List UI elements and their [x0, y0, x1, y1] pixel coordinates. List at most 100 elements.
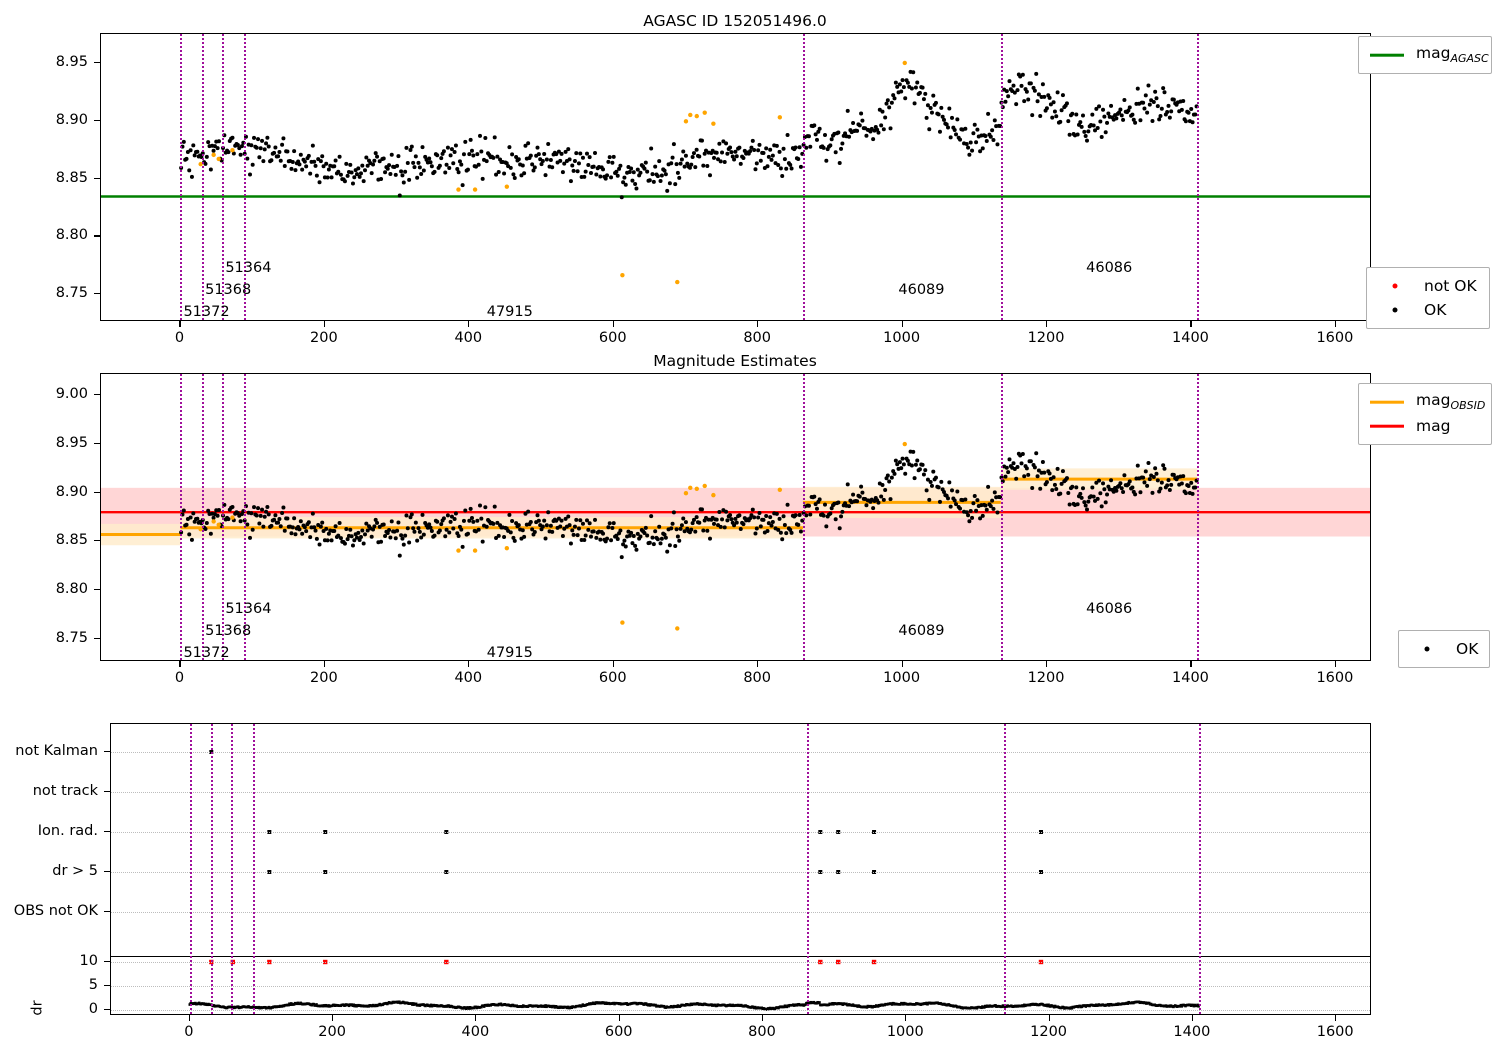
legend-sub-obsid: OBSID — [1450, 399, 1486, 413]
flag-row-tick — [104, 831, 110, 833]
y-tick-mark — [94, 637, 100, 639]
y-tick-mark — [94, 443, 100, 445]
legend-ok-panel2[interactable]: OK — [1398, 630, 1490, 668]
obsid-label: 46089 — [898, 623, 945, 639]
y-tick-label: 8.85 — [55, 169, 88, 186]
y-tick-label: 9.00 — [55, 386, 88, 403]
obsid-label: 46086 — [1086, 601, 1133, 617]
x-tick-label: 200 — [310, 670, 338, 686]
obsid-divider-line — [211, 724, 214, 1014]
flag-row-tick — [104, 871, 110, 873]
x-tick-mark — [1335, 1015, 1337, 1021]
flag-row-label: not Kalman — [15, 743, 98, 759]
flag-gridline — [111, 752, 1370, 753]
y-tick-label: 8.80 — [55, 227, 88, 244]
y-tick-label: 8.90 — [55, 111, 88, 128]
legend-mag-lines-panel2[interactable]: magOBSID mag — [1358, 383, 1492, 445]
x-tick-label: 1400 — [1173, 1024, 1211, 1040]
obsid-divider-line — [180, 374, 183, 660]
x-tick-mark — [323, 321, 325, 327]
legend-label-ok-panel2: OK — [1456, 640, 1479, 658]
panel-magnitude-agasc — [100, 33, 1371, 321]
x-tick-label: 800 — [743, 670, 771, 686]
x-tick-mark — [179, 661, 181, 667]
legend-item-mag[interactable]: mag — [1368, 414, 1482, 438]
obsid-divider-line — [180, 34, 183, 320]
panel-status-flags — [110, 723, 1371, 1015]
obsid-label: 51364 — [225, 601, 272, 617]
obsid-divider-line — [1000, 374, 1003, 660]
x-tick-label: 0 — [174, 670, 185, 686]
legend-ok-notok-panel1[interactable]: not OK OK — [1366, 267, 1490, 329]
x-tick-label: 1200 — [1030, 1024, 1068, 1040]
x-tick-label: 400 — [461, 1024, 490, 1040]
y-tick-mark — [94, 119, 100, 121]
x-tick-mark — [332, 1015, 334, 1021]
dr-tick-mark — [104, 961, 110, 963]
obsid-divider-line — [802, 374, 805, 660]
legend-sub-agasc: AGASC — [1450, 52, 1489, 66]
x-tick-label: 0 — [174, 330, 185, 346]
x-tick-label: 800 — [748, 1024, 776, 1040]
x-tick-mark — [475, 1015, 477, 1021]
legend-label-mag: mag — [1416, 417, 1451, 435]
x-tick-mark — [1048, 1015, 1050, 1021]
y-tick-mark — [94, 589, 100, 591]
x-tick-mark — [761, 1015, 764, 1021]
y-tick-label: 8.85 — [55, 532, 88, 549]
x-tick-label: 1200 — [1027, 670, 1065, 686]
obsid-divider-line — [1000, 34, 1003, 320]
panel3-dr-axis-label: dr — [29, 1000, 46, 1016]
x-tick-label: 400 — [454, 330, 483, 346]
x-tick-mark — [757, 661, 759, 667]
x-tick-label: 600 — [598, 670, 627, 686]
obsid-divider-line — [807, 724, 810, 1014]
dr-tick-label: 10 — [79, 953, 98, 969]
legend-item-ok-panel2[interactable]: OK — [1408, 637, 1480, 661]
flag-gridline — [111, 912, 1370, 913]
x-tick-mark — [612, 661, 614, 667]
legend-item-not-ok[interactable]: not OK — [1376, 274, 1480, 298]
red-line-icon — [1368, 414, 1406, 438]
dr-tick-mark — [104, 1009, 110, 1011]
y-tick-mark — [94, 491, 100, 493]
obsid-divider-line — [202, 374, 205, 660]
black-dot-icon — [1376, 298, 1414, 322]
x-tick-label: 600 — [598, 330, 627, 346]
y-tick-label: 8.75 — [55, 629, 88, 646]
dr-gridline — [111, 1010, 1370, 1011]
flag-row-label: not track — [32, 783, 98, 799]
x-tick-mark — [905, 1015, 907, 1021]
legend-item-mag-agasc[interactable]: magAGASC — [1368, 43, 1489, 67]
dr-tick-label: 5 — [88, 977, 98, 993]
x-tick-mark — [618, 1015, 620, 1021]
obsid-label: 51372 — [183, 645, 230, 661]
dr-subaxis-separator — [111, 956, 1370, 957]
x-tick-label: 1600 — [1316, 1024, 1354, 1040]
x-tick-label: 1400 — [1172, 330, 1209, 346]
x-tick-label: 200 — [310, 330, 338, 346]
y-tick-mark — [94, 293, 100, 295]
x-tick-mark — [468, 321, 470, 327]
green-line-icon — [1368, 43, 1406, 67]
legend-mag-agasc[interactable]: magAGASC — [1358, 36, 1492, 74]
panel3-data-layer — [188, 750, 1200, 1011]
dr-tick-label: 0 — [88, 1001, 98, 1017]
obsid-label: 47915 — [486, 645, 533, 661]
obsid-divider-line — [1198, 724, 1201, 1014]
x-tick-mark — [1334, 321, 1336, 327]
x-tick-label: 600 — [604, 1024, 633, 1040]
flag-row-label: dr > 5 — [52, 863, 98, 879]
flag-row-tick — [104, 751, 110, 753]
x-tick-label: 1600 — [1316, 670, 1354, 686]
obsid-divider-line — [231, 724, 234, 1014]
x-tick-label: 1200 — [1027, 330, 1065, 346]
y-tick-label: 8.75 — [55, 285, 88, 302]
x-tick-mark — [468, 661, 470, 667]
legend-item-mag-obsid[interactable]: magOBSID — [1368, 390, 1486, 414]
obsid-label: 51368 — [205, 282, 252, 298]
x-tick-mark — [757, 321, 759, 327]
flag-row-tick — [104, 911, 110, 913]
legend-item-ok[interactable]: OK — [1376, 298, 1480, 322]
y-tick-mark — [94, 61, 100, 63]
